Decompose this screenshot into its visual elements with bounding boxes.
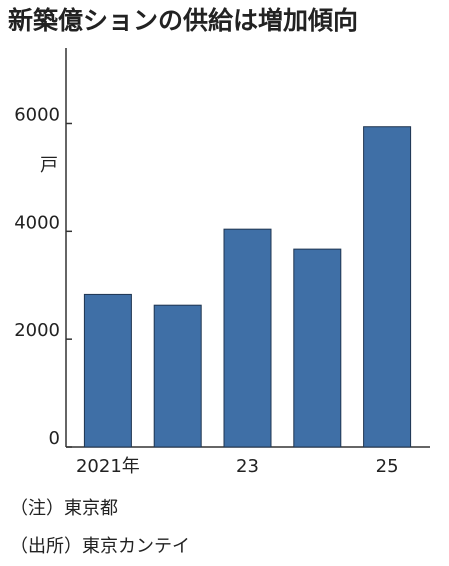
y-tick-label: 4000 [14, 212, 60, 233]
y-tick-label: 0 [49, 428, 60, 449]
bar [153, 304, 202, 448]
note: （注）東京都 [10, 498, 118, 519]
bar [223, 228, 272, 448]
x-tick-label: 2021年 [76, 456, 140, 477]
y-tick-label: 6000 [14, 104, 60, 125]
chart-title: 新築億ションの供給は増加傾向 [8, 6, 358, 35]
bar [293, 248, 342, 448]
x-tick-label: 23 [236, 456, 259, 477]
x-tick-label: 25 [376, 456, 399, 477]
bar [83, 293, 132, 448]
y-unit: 戸 [40, 155, 58, 176]
bar [363, 126, 412, 448]
source: （出所）東京カンテイ [10, 536, 190, 557]
y-tick-label: 2000 [14, 320, 60, 341]
